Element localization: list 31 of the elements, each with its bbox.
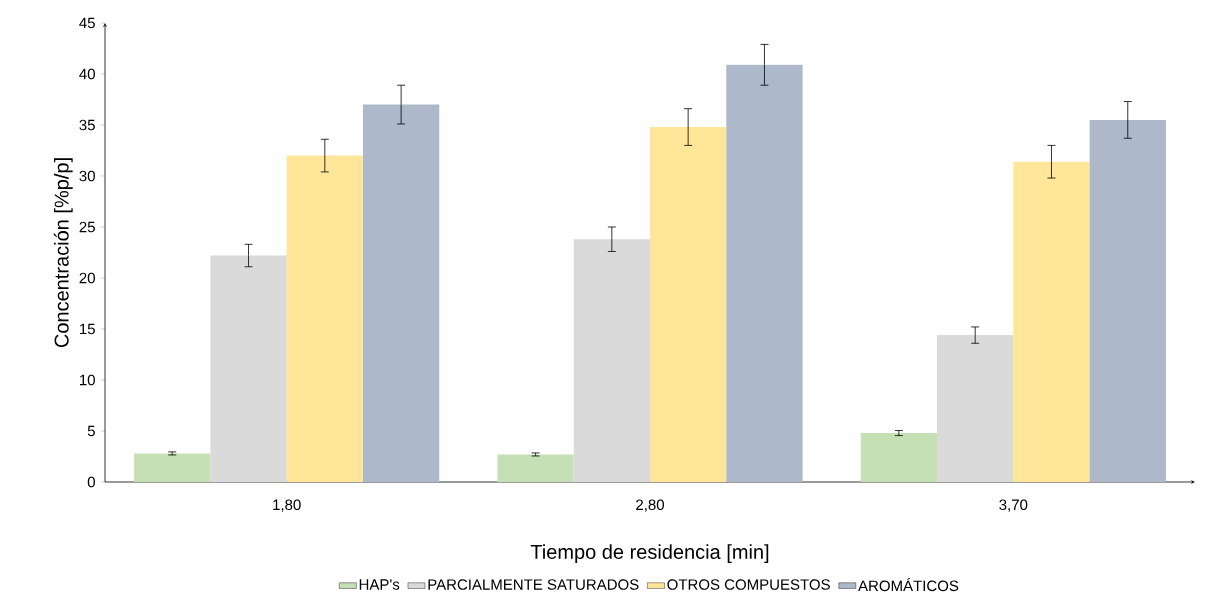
bar [497, 454, 574, 482]
bar [860, 433, 938, 482]
bar [1089, 119, 1166, 482]
bar [362, 104, 440, 482]
y-tick-label: 35 [79, 119, 95, 131]
y-tick-label: 10 [80, 374, 95, 386]
bar [1013, 161, 1090, 482]
y-tick-label: 0 [87, 476, 95, 488]
legend-label: PARCIALMENTE SATURADOS [428, 579, 639, 590]
bar [726, 64, 803, 482]
y-tick-label: 25 [79, 221, 95, 233]
y-tick-label: 15 [80, 323, 95, 335]
x-tick-label: 1,80 [273, 499, 301, 512]
y-tick-label: 30 [79, 170, 95, 182]
legend-label: HAP's [359, 579, 400, 590]
y-tick-label: 45 [79, 17, 95, 29]
bar [937, 335, 1014, 482]
legend-label: AROMÁTICOS [858, 577, 959, 592]
x-tick-label: 2,80 [636, 499, 664, 512]
y-tick-label: 20 [79, 272, 95, 284]
y-axis-title: Concentración [%p/p] [53, 158, 73, 348]
bar [573, 239, 650, 482]
bar [286, 155, 363, 482]
legend-label: OTROS COMPUESTOS [667, 579, 830, 590]
bar [210, 255, 287, 482]
x-axis-title: Tiempo de residencia [min] [530, 544, 769, 563]
y-tick-label: 5 [87, 425, 95, 437]
y-tick-label: 40 [79, 68, 95, 80]
bar [134, 453, 211, 482]
x-tick-label: 3,70 [999, 499, 1028, 512]
bar [650, 127, 727, 482]
